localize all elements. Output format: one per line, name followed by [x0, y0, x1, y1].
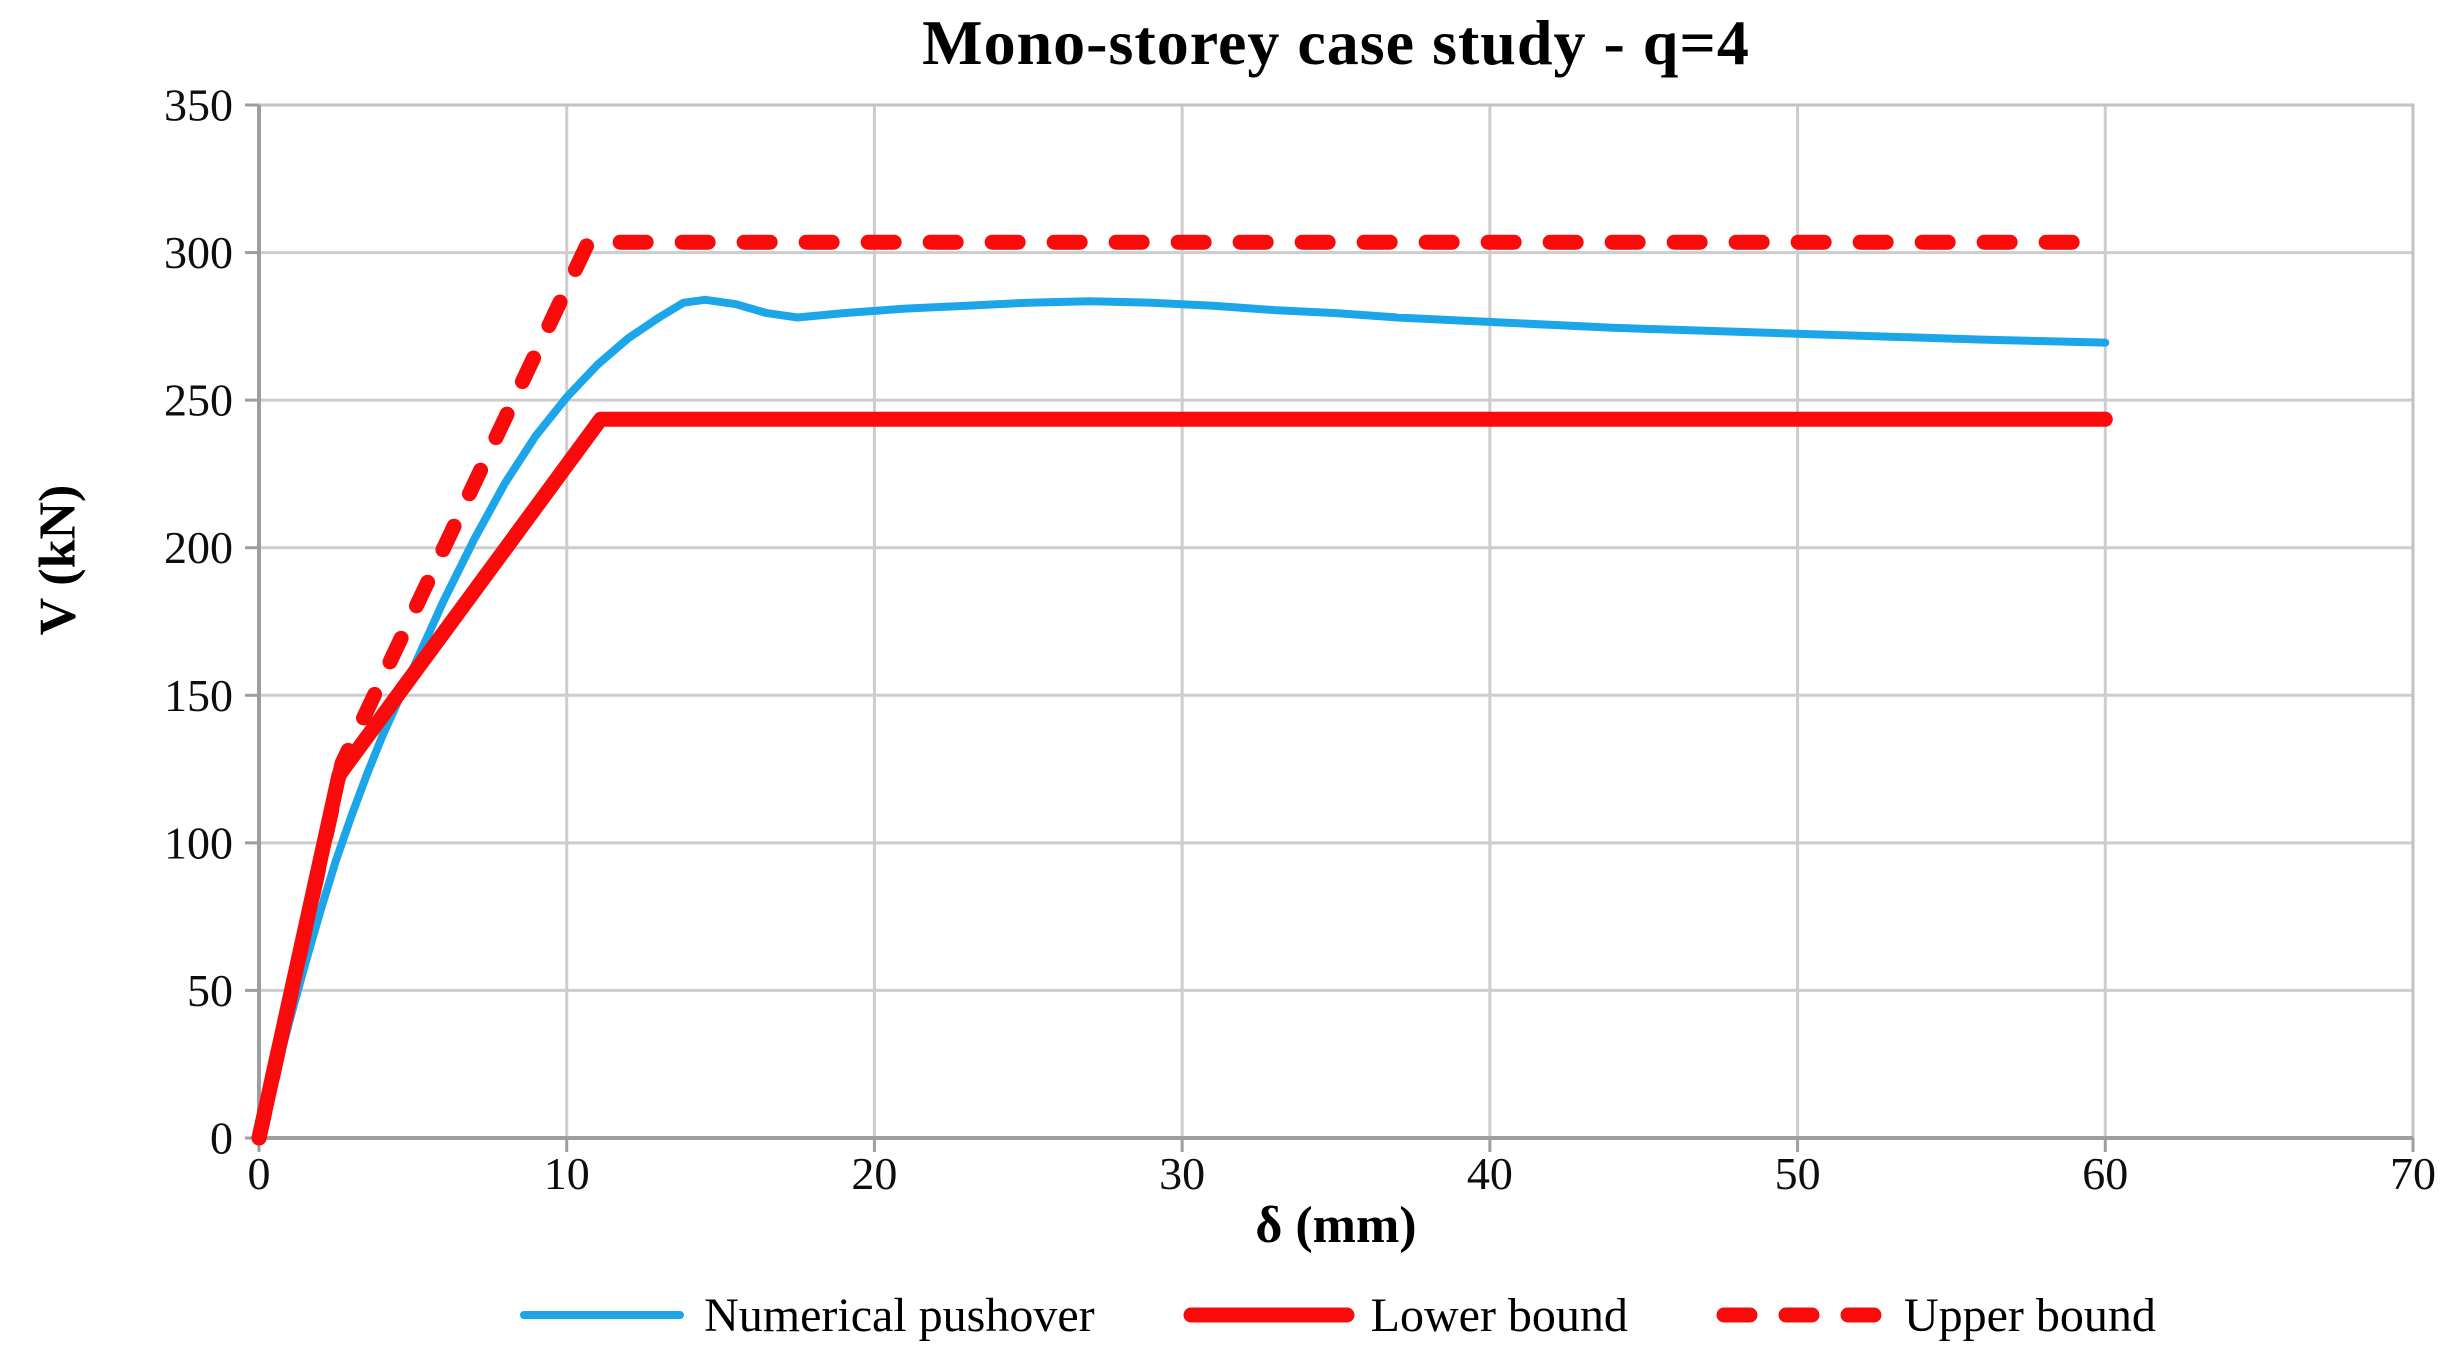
x-tick-label-20: 20	[851, 1148, 897, 1199]
legend-label-lower-bound: Lower bound	[1370, 1288, 1628, 1342]
x-tick-label-40: 40	[1467, 1148, 1513, 1199]
y-tick-label-200: 200	[164, 522, 233, 573]
legend: Numerical pushover Lower bound Upper bound	[259, 1272, 2413, 1358]
legend-key-upper-bound	[1716, 1307, 1888, 1323]
x-tick-label-30: 30	[1159, 1148, 1205, 1199]
y-axis-title: V (kN)	[29, 484, 87, 636]
x-tick-label-10: 10	[544, 1148, 590, 1199]
chart-title: Mono-storey case study - q=4	[922, 7, 1750, 78]
y-tick-label-250: 250	[164, 375, 233, 426]
x-axis-title: δ (mm)	[1255, 1197, 1417, 1254]
y-tick-label-300: 300	[164, 227, 233, 278]
x-tick-label-70: 70	[2390, 1148, 2436, 1199]
legend-item-numerical-pushover: Numerical pushover	[516, 1288, 1095, 1343]
x-tick-label-60: 60	[2082, 1148, 2128, 1199]
legend-item-lower-bound: Lower bound	[1183, 1288, 1628, 1343]
y-tick-label-0: 0	[210, 1113, 233, 1164]
series-line-upper-bound	[251, 234, 2113, 1146]
y-tick-label-350: 350	[164, 80, 233, 131]
x-tick-label-0: 0	[248, 1148, 271, 1199]
x-tick-label-50: 50	[1775, 1148, 1821, 1199]
legend-item-upper-bound: Upper bound	[1716, 1288, 2156, 1343]
y-tick-label-150: 150	[164, 670, 233, 721]
y-tick-label-100: 100	[164, 817, 233, 868]
legend-key-lower-bound	[1183, 1307, 1355, 1323]
legend-label-upper-bound: Upper bound	[1903, 1288, 2156, 1342]
y-tick-label-50: 50	[187, 965, 233, 1016]
legend-label-numerical-pushover: Numerical pushover	[704, 1288, 1095, 1342]
series-line-numerical-pushover	[255, 295, 2110, 1142]
legend-key-numerical-pushover	[520, 1311, 685, 1319]
